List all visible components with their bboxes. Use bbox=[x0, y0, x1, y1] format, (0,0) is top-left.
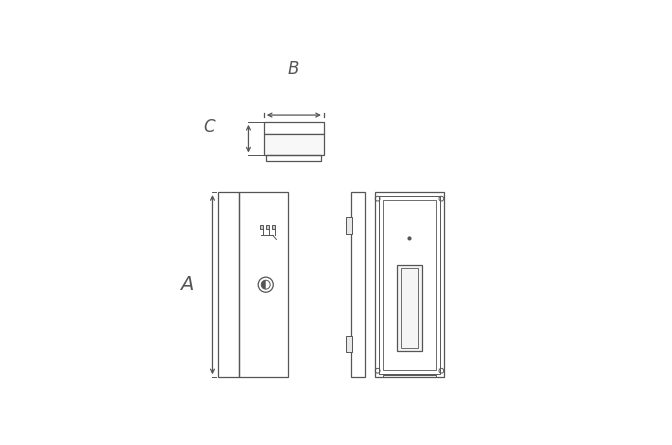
Circle shape bbox=[408, 237, 411, 240]
Circle shape bbox=[407, 326, 409, 328]
Bar bbox=[375, 192, 444, 377]
Bar bbox=[218, 192, 239, 377]
Bar bbox=[351, 192, 365, 377]
Text: A: A bbox=[180, 275, 194, 294]
Bar bbox=[272, 225, 275, 229]
Bar bbox=[264, 134, 324, 155]
Bar bbox=[397, 265, 422, 351]
Bar bbox=[260, 225, 263, 229]
Bar bbox=[347, 217, 352, 234]
Bar bbox=[347, 336, 352, 352]
Bar bbox=[378, 196, 440, 374]
Bar bbox=[266, 155, 321, 162]
Text: B: B bbox=[288, 60, 299, 78]
Bar bbox=[383, 200, 436, 370]
Bar bbox=[266, 225, 269, 229]
Polygon shape bbox=[261, 280, 265, 289]
Bar bbox=[239, 192, 288, 377]
Bar bbox=[264, 122, 324, 134]
Text: C: C bbox=[203, 118, 215, 136]
Bar bbox=[401, 268, 419, 348]
Circle shape bbox=[411, 326, 413, 328]
